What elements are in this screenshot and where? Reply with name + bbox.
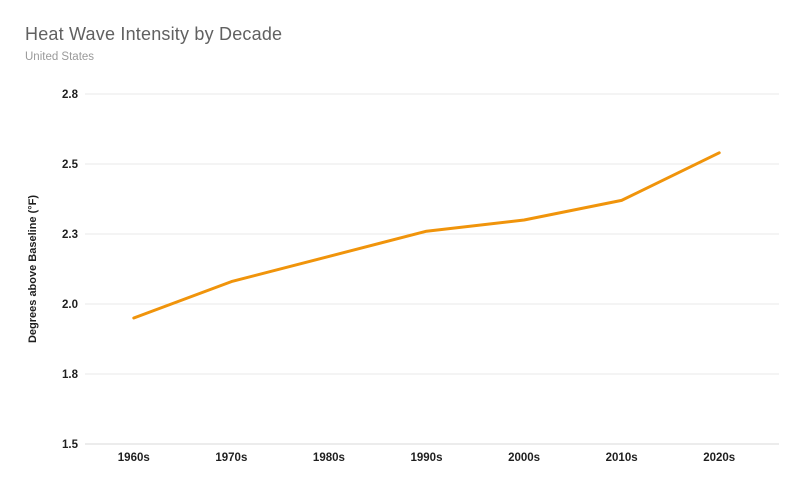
- chart-header: Heat Wave Intensity by Decade United Sta…: [25, 22, 282, 64]
- x-axis-label: 1990s: [411, 452, 443, 464]
- x-axis-label: 2010s: [606, 452, 638, 464]
- x-axis-label: 2000s: [508, 452, 540, 464]
- y-axis-title: Degrees above Baseline (°F): [27, 195, 39, 343]
- y-tick-label: 2.3: [62, 229, 78, 241]
- y-tick-label: 1.5: [62, 439, 79, 451]
- chart-subtitle: United States: [25, 51, 95, 63]
- x-axis-label: 1960s: [118, 452, 150, 464]
- y-tick-label: 1.8: [62, 369, 79, 381]
- y-tick-label: 2.8: [62, 89, 79, 101]
- series-line: [132, 151, 721, 320]
- x-axis-label: 1980s: [313, 452, 345, 464]
- chart-title: Heat Wave Intensity by Decade: [25, 24, 283, 44]
- y-tick-label: 2.5: [62, 159, 79, 171]
- x-axis-label: 1970s: [215, 452, 247, 464]
- x-axis-label: 2020s: [703, 452, 735, 464]
- y-tick-label: 2.0: [62, 299, 78, 311]
